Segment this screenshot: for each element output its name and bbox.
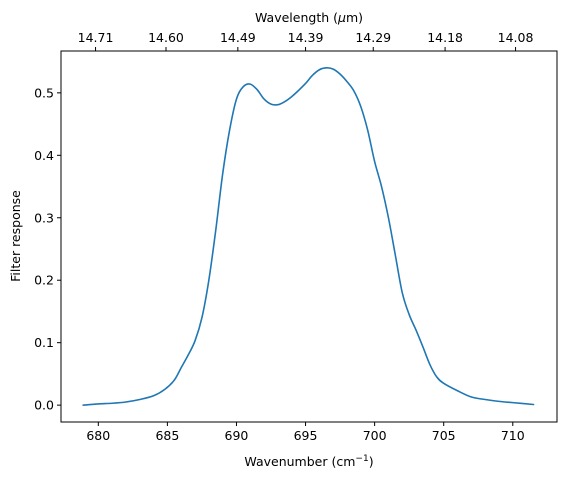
top-tick-label: 14.39 [288,30,324,45]
top-tick-label: 14.29 [355,30,391,45]
x-tick-label: 690 [225,428,249,443]
top-tick-label: 14.08 [498,30,534,45]
y-tick-label: 0.0 [34,398,54,413]
top-tick-label: 14.18 [427,30,463,45]
series-layer [82,67,535,406]
x-tick-label: 680 [86,428,110,443]
y-tick-label: 0.2 [34,273,54,288]
y-tick-label: 0.3 [34,210,54,225]
top-axis-title: Wavelength (μm) [255,10,363,25]
x-tick-label: 700 [363,428,387,443]
y-tick-label: 0.4 [34,148,54,163]
ticks-layer: 680 685 690 695 700 705 710 14.71 14.60 14.49 14.3… [34,30,533,443]
x-tick-label: 705 [432,428,456,443]
plot-frame [60,50,558,423]
y-tick-label: 0.1 [34,335,54,350]
x-tick-label: 695 [294,428,318,443]
x-axis-title: Wavenumber (cm−1) [244,454,373,469]
series-line-0 [82,67,535,406]
y-tick-label: 0.5 [34,85,54,100]
top-tick-label: 14.71 [78,30,114,45]
plot-area [61,51,557,422]
x-tick-label: 685 [155,428,179,443]
x-tick-label: 710 [501,428,525,443]
top-tick-label: 14.60 [148,30,184,45]
y-axis-title: Filter response [8,190,23,282]
top-tick-label: 14.49 [220,30,256,45]
